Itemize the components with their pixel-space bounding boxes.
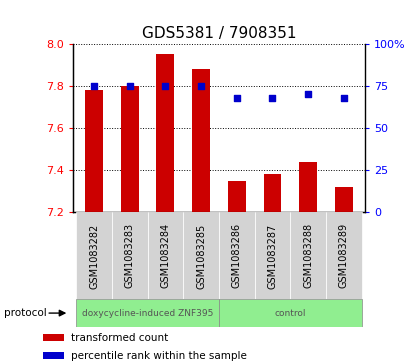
Text: GSM1083288: GSM1083288 xyxy=(303,223,313,289)
Bar xyxy=(121,86,139,212)
Point xyxy=(305,91,311,97)
Bar xyxy=(335,187,353,212)
Bar xyxy=(43,334,64,341)
Bar xyxy=(299,162,317,212)
Text: doxycycline-induced ZNF395: doxycycline-induced ZNF395 xyxy=(82,309,213,318)
Bar xyxy=(43,352,64,359)
Bar xyxy=(290,212,326,299)
Bar xyxy=(85,90,103,212)
Point xyxy=(162,83,169,89)
Text: GSM1083285: GSM1083285 xyxy=(196,223,206,289)
Bar xyxy=(156,54,174,212)
Text: transformed count: transformed count xyxy=(71,333,168,343)
Point xyxy=(198,83,205,89)
Bar xyxy=(76,299,219,327)
Point xyxy=(127,83,133,89)
Text: GSM1083289: GSM1083289 xyxy=(339,223,349,289)
Bar xyxy=(326,212,361,299)
Bar xyxy=(76,212,112,299)
Bar xyxy=(192,69,210,212)
Point xyxy=(91,83,98,89)
Text: percentile rank within the sample: percentile rank within the sample xyxy=(71,351,247,361)
Title: GDS5381 / 7908351: GDS5381 / 7908351 xyxy=(142,26,296,41)
Text: control: control xyxy=(274,309,306,318)
Bar xyxy=(112,212,148,299)
Point xyxy=(233,95,240,101)
Text: GSM1083283: GSM1083283 xyxy=(125,223,135,289)
Bar xyxy=(219,212,254,299)
Bar xyxy=(228,181,246,212)
Bar xyxy=(219,299,361,327)
Text: GSM1083282: GSM1083282 xyxy=(89,223,99,289)
Text: GSM1083284: GSM1083284 xyxy=(160,223,171,289)
Point xyxy=(269,95,276,101)
Bar xyxy=(148,212,183,299)
Point xyxy=(340,95,347,101)
Bar xyxy=(183,212,219,299)
Bar xyxy=(264,174,281,212)
Text: protocol: protocol xyxy=(4,308,47,318)
Bar xyxy=(254,212,290,299)
Text: GSM1083286: GSM1083286 xyxy=(232,223,242,289)
Text: GSM1083287: GSM1083287 xyxy=(267,223,278,289)
